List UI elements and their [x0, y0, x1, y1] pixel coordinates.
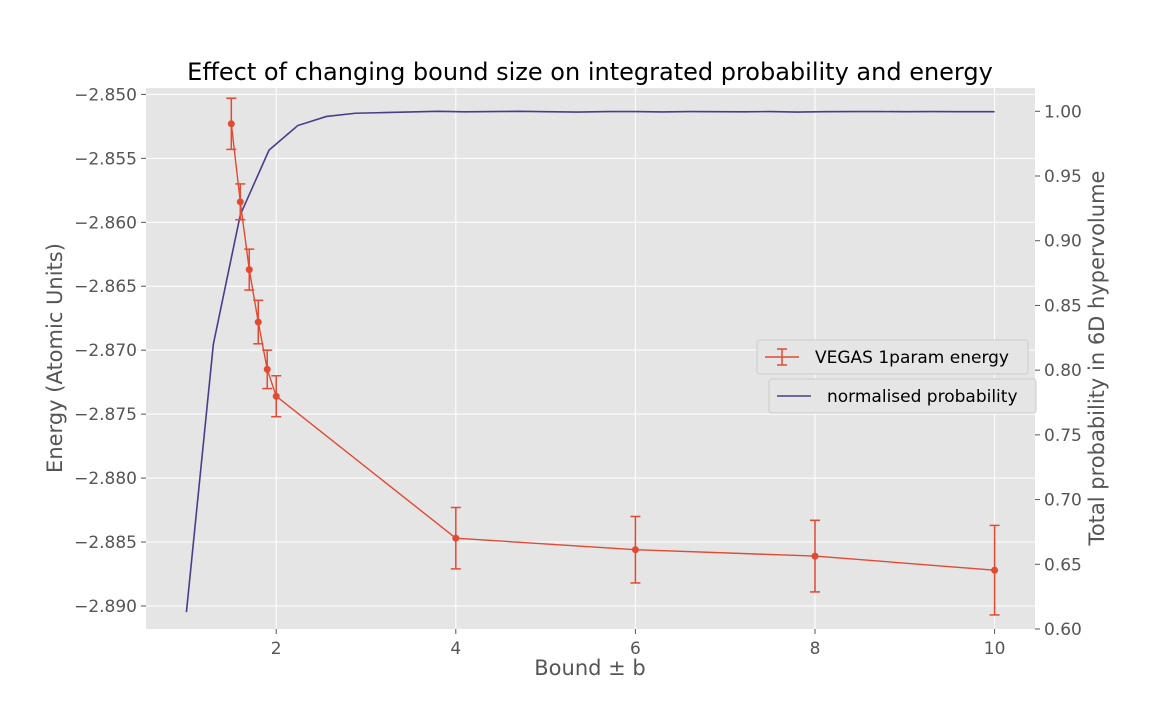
data-point-energy [272, 392, 280, 400]
chart-title: Effect of changing bound size on integra… [187, 58, 993, 86]
data-point-energy [631, 546, 639, 554]
y-left-tick-label: −2.875 [74, 405, 137, 425]
y-right-tick-label: 0.90 [1044, 232, 1082, 252]
series-layer [185, 97, 1000, 616]
y-right-tick-label: 0.60 [1044, 620, 1082, 640]
y-left-tick-label: −2.850 [74, 85, 137, 105]
y-right-tick-label: 0.70 [1044, 491, 1082, 511]
legend: VEGAS 1param energy normalised probabili… [756, 339, 1037, 414]
y-right-tick-label: 0.95 [1044, 167, 1082, 187]
data-point-energy [991, 566, 999, 574]
y-left-tick-label: −2.890 [74, 597, 137, 617]
y-right-tick-label: 0.75 [1044, 426, 1082, 446]
y-left-tick-label: −2.870 [74, 341, 137, 361]
y-axis-right-label: Total probability in 6D hypervolume [1085, 171, 1109, 547]
series-line-vegas-energy [230, 123, 995, 571]
y-right-tick-label: 1.00 [1044, 102, 1082, 122]
y-left-tick-label: −2.865 [74, 277, 137, 297]
data-point-energy [227, 120, 235, 128]
y-left-tick-label: −2.855 [74, 149, 137, 169]
data-point-energy [811, 552, 819, 560]
series-line-normalised-probability [185, 110, 995, 613]
x-tick-label: 8 [810, 639, 821, 659]
y-right-tick-label: 0.65 [1044, 555, 1082, 575]
data-point-energy [245, 266, 253, 274]
legend-label-probability: normalised probability [827, 387, 1018, 407]
data-point-energy [236, 198, 244, 206]
x-tick-label: 4 [450, 639, 461, 659]
legend-box-probability [768, 378, 1037, 414]
y-right-tick-label: 0.85 [1044, 296, 1082, 316]
data-point-energy [254, 318, 262, 326]
data-point-energy [452, 534, 460, 542]
y-right-tick-label: 0.80 [1044, 361, 1082, 381]
y-left-tick-label: −2.860 [74, 213, 137, 233]
legend-entry-energy: VEGAS 1param energy [756, 339, 1029, 375]
x-tick-label: 6 [630, 639, 641, 659]
x-tick-label: 2 [271, 639, 282, 659]
y-left-tick-label: −2.880 [74, 469, 137, 489]
legend-box-energy [756, 339, 1029, 375]
axis-ticks: 2 4 6 8 10 −2.850 −2.855 −2.860 −2.865 −2.870 −2.8… [74, 85, 1082, 659]
legend-label-energy: VEGAS 1param energy [815, 348, 1009, 368]
y-left-tick-label: −2.885 [74, 533, 137, 553]
data-point-energy [263, 365, 271, 373]
y-axis-left-label: Energy (Atomic Units) [43, 243, 67, 473]
x-tick-label: 10 [984, 639, 1006, 659]
legend-entry-probability: normalised probability [768, 378, 1037, 414]
x-axis-label: Bound ± b [534, 656, 645, 680]
